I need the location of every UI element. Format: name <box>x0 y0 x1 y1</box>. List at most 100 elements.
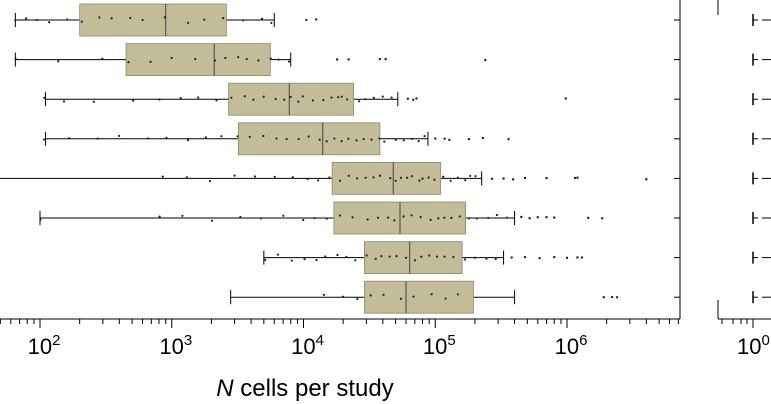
data-point <box>358 100 361 103</box>
box-iqr <box>125 43 271 76</box>
data-point <box>242 19 245 22</box>
data-point <box>24 17 28 20</box>
data-point <box>204 136 207 139</box>
tick-base: 10 <box>159 334 183 359</box>
outlier-point <box>507 137 510 141</box>
data-point <box>364 98 367 101</box>
tick-base: 10 <box>291 334 315 359</box>
data-point <box>248 135 251 139</box>
data-point <box>315 258 318 262</box>
data-point <box>297 100 300 103</box>
data-point <box>412 295 415 298</box>
data-point <box>376 216 380 219</box>
data-point <box>452 255 455 259</box>
data-point <box>374 257 377 260</box>
data-point <box>68 137 71 140</box>
data-point <box>444 297 447 300</box>
data-point <box>356 177 359 180</box>
data-point <box>345 255 348 258</box>
data-point <box>417 139 420 143</box>
data-point <box>423 135 426 138</box>
data-point <box>420 255 423 258</box>
data-point <box>132 99 135 102</box>
data-point <box>301 95 304 98</box>
data-point <box>364 176 367 179</box>
data-point <box>277 58 280 61</box>
tick-exponent: 2 <box>52 332 60 349</box>
outlier-point <box>520 215 523 219</box>
data-point <box>48 21 51 24</box>
data-point <box>419 215 422 219</box>
data-point <box>382 293 385 296</box>
data-point <box>369 294 372 297</box>
outlier-point <box>502 177 505 180</box>
data-point <box>257 59 260 62</box>
data-point <box>338 179 342 182</box>
data-point <box>427 176 430 179</box>
data-point <box>378 174 382 177</box>
data-point <box>129 16 132 20</box>
outlier-point <box>335 58 339 61</box>
data-point <box>92 100 95 103</box>
data-point <box>194 57 197 61</box>
data-point <box>393 219 396 222</box>
tick-base: 10 <box>555 334 579 359</box>
data-point <box>186 139 190 142</box>
data-point <box>435 255 439 258</box>
data-point <box>210 219 214 222</box>
data-point <box>474 175 477 178</box>
data-point <box>110 17 113 20</box>
data-point <box>262 95 265 98</box>
data-point <box>262 134 265 138</box>
data-point <box>161 175 164 178</box>
data-point <box>324 255 327 258</box>
data-point <box>57 60 60 63</box>
data-point <box>303 258 306 261</box>
data-point <box>179 97 182 100</box>
data-point <box>186 21 190 24</box>
data-point <box>328 176 331 179</box>
data-point <box>253 175 256 178</box>
data-point <box>39 218 42 221</box>
data-point <box>395 255 398 258</box>
x-tick-label: 104 <box>291 332 324 359</box>
x-tick-label: 106 <box>555 332 588 359</box>
data-point <box>433 178 436 181</box>
data-point <box>362 137 365 141</box>
data-point <box>394 179 397 182</box>
data-point <box>336 253 339 257</box>
outlier-point <box>484 58 487 62</box>
data-point <box>141 18 144 22</box>
data-point <box>158 215 161 218</box>
data-point <box>399 176 402 179</box>
data-point <box>494 257 497 261</box>
data-point <box>449 179 452 182</box>
data-point <box>405 176 409 179</box>
data-point <box>273 175 276 178</box>
tick-base: 10 <box>423 334 447 359</box>
outlier-point <box>347 58 350 61</box>
data-point <box>163 16 166 19</box>
outlier-point <box>305 18 308 22</box>
outlier-point <box>511 178 515 181</box>
data-point <box>428 254 431 257</box>
data-point <box>275 137 278 140</box>
outlier-point <box>645 178 648 181</box>
data-point <box>340 95 343 98</box>
data-point <box>346 98 349 101</box>
data-point <box>274 97 277 101</box>
right-panel-tick-label: 100 <box>737 332 770 359</box>
outlier-point <box>467 137 471 141</box>
tick-exponent: 3 <box>184 332 192 349</box>
outlier-point <box>553 216 556 219</box>
data-point <box>290 259 293 262</box>
data-point <box>270 21 273 25</box>
data-point <box>285 137 288 141</box>
outlier-point <box>580 256 584 259</box>
data-point <box>399 297 403 300</box>
outlier-point <box>434 137 437 140</box>
right-panel: 100 <box>674 0 771 359</box>
data-point <box>313 217 316 220</box>
data-point <box>269 57 272 60</box>
